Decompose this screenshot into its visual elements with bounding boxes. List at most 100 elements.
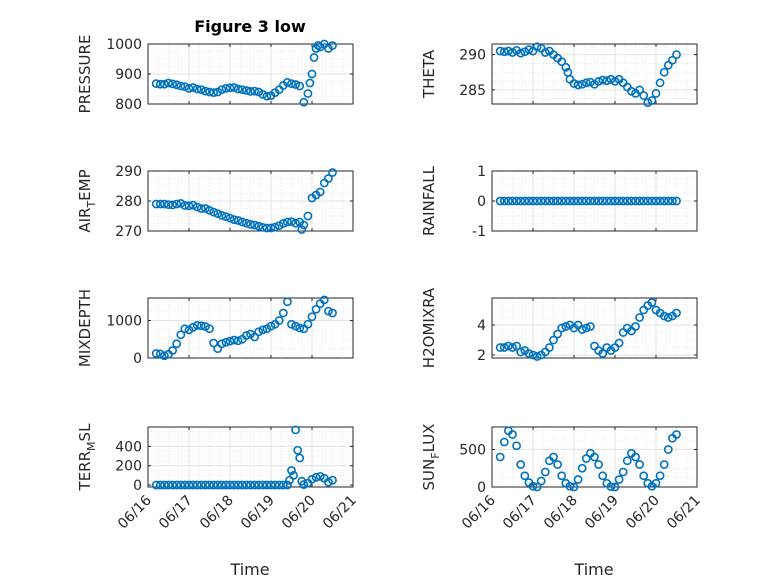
data-point (663, 445, 673, 454)
data-point (655, 471, 665, 481)
data-point (516, 460, 526, 469)
x-tick-label: 06/19 (582, 493, 622, 533)
y-tick-label: 290 (459, 48, 486, 64)
data-point (549, 452, 558, 462)
data-point (651, 89, 661, 98)
data-point (266, 321, 276, 331)
data-point (499, 343, 509, 352)
data-point (172, 480, 182, 490)
data-point (581, 78, 591, 88)
data-point (672, 50, 681, 59)
data-point (196, 85, 206, 94)
data-point (205, 205, 214, 215)
data-point (291, 425, 300, 435)
y-tick-label: 800 (115, 97, 142, 113)
data-point (557, 471, 567, 481)
data-point (512, 196, 521, 206)
x-tick-label: 06/16 (115, 492, 155, 532)
data-point (297, 225, 307, 234)
panel-h2omixra: 2 4 H2OMIXRA (420, 287, 698, 368)
data-point (229, 83, 239, 92)
data-point (508, 343, 517, 352)
y-axis-label-main: SUN (420, 459, 438, 491)
data-point (233, 336, 243, 346)
y-axis-label: AIRTEMP (76, 169, 98, 232)
data-point (532, 42, 542, 52)
panel-air: 270 280 290 AIRTEMP (76, 164, 354, 240)
data-point (278, 219, 288, 228)
y-axis-label-main: TERR (76, 451, 94, 492)
data-point (659, 196, 669, 206)
data-point (557, 196, 567, 206)
data-point (532, 482, 542, 492)
data-point (250, 86, 259, 96)
data-point (151, 349, 161, 358)
data-point (221, 337, 231, 347)
y-axis-label-main: H2OMIXRA (420, 287, 438, 368)
data-point (221, 84, 231, 93)
y-axis-label-main: AIR (76, 208, 94, 233)
data-point (221, 212, 231, 221)
data-point (241, 331, 251, 340)
data-point (176, 480, 186, 490)
data-point (561, 322, 571, 331)
data-point (155, 79, 165, 89)
y-tick-label: 4 (477, 318, 486, 334)
data-point (668, 196, 677, 206)
data-point (553, 329, 562, 339)
data-point (602, 196, 612, 206)
data-point (180, 480, 190, 490)
data-point (598, 471, 608, 481)
data-point (209, 338, 218, 348)
data-point (278, 480, 288, 490)
data-point (565, 196, 575, 206)
data-point (262, 223, 272, 233)
x-axis-label-left: Time (229, 560, 269, 579)
data-point (528, 481, 538, 491)
data-point (635, 85, 644, 95)
data-point (217, 480, 227, 490)
data-point (573, 80, 583, 90)
data-point (237, 85, 247, 94)
y-tick-label: 900 (115, 67, 142, 83)
y-axis-label: PRESSURE (76, 35, 94, 114)
data-point (655, 78, 665, 88)
data-point (309, 53, 319, 62)
y-tick-label: 0 (477, 480, 486, 496)
data-point (512, 441, 521, 451)
data-point (295, 323, 305, 333)
data-point (293, 445, 303, 455)
data-point (241, 86, 251, 95)
data-point (545, 196, 554, 206)
data-point (528, 350, 538, 360)
data-point (303, 89, 313, 98)
data-point (307, 474, 317, 484)
data-point (159, 480, 169, 490)
panel-theta: 285 290 THETA (420, 42, 698, 107)
data-point (323, 174, 333, 183)
data-point (328, 168, 337, 177)
y-axis-label: TERRMSL (76, 423, 98, 492)
data-point (274, 480, 284, 490)
y-axis-label: MIXDEPTH (76, 289, 94, 367)
y-tick-label: 2 (477, 348, 486, 364)
data-point (282, 297, 292, 307)
data-point (319, 295, 329, 305)
data-point (581, 323, 591, 333)
data-point (250, 332, 259, 342)
data-point (328, 308, 337, 318)
data-point (659, 460, 669, 469)
data-point (266, 480, 276, 490)
data-point (672, 430, 681, 439)
y-tick-label: 1000 (106, 37, 142, 53)
data-point (315, 187, 325, 197)
data-point (573, 196, 583, 206)
data-point (291, 80, 300, 89)
data-point (323, 306, 333, 316)
y-axis-label-subscript: T (85, 201, 98, 209)
data-point (287, 466, 296, 475)
data-point (328, 41, 337, 50)
data-point (618, 196, 628, 206)
